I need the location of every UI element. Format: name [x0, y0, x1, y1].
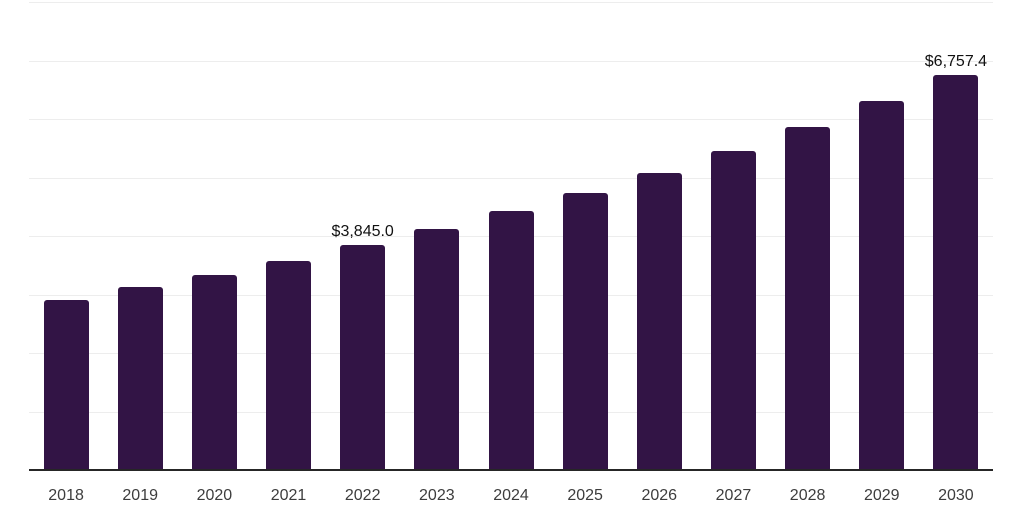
data-label-2022: $3,845.0	[331, 223, 394, 241]
x-tick-2030: 2030	[938, 487, 974, 504]
bar-2028	[785, 126, 831, 470]
x-tick-2018: 2018	[48, 487, 84, 504]
bar-2021	[266, 260, 312, 470]
bar-2029	[859, 101, 905, 470]
x-tick-2029: 2029	[863, 487, 900, 504]
bar-2026	[636, 173, 682, 470]
gridline-5000	[29, 177, 993, 179]
gridline-6000	[29, 119, 993, 120]
x-tick-2020: 2020	[196, 487, 233, 504]
x-tick-2028: 2028	[789, 487, 826, 504]
x-tick-2019: 2019	[122, 487, 158, 504]
x-tick-2025: 2025	[567, 487, 603, 504]
bar-2020	[191, 274, 237, 470]
x-tick-2027: 2027	[715, 487, 752, 504]
x-tick-2023: 2023	[419, 487, 455, 504]
bar-2024	[488, 210, 534, 470]
bar-2027	[710, 151, 756, 470]
x-tick-2021: 2021	[270, 487, 307, 504]
bar-2022	[340, 245, 386, 470]
bar-2018	[43, 299, 89, 470]
bar-2023	[414, 228, 460, 470]
bar-2019	[117, 287, 163, 470]
bar-2025	[562, 193, 608, 470]
x-tick-2022: 2022	[344, 487, 381, 504]
data-label-2030: $6,757.4	[924, 52, 988, 70]
x-axis-line	[29, 469, 993, 471]
x-tick-2026: 2026	[641, 487, 678, 504]
gridline-7000	[29, 60, 993, 62]
gridline-8000	[29, 2, 993, 3]
bar-2030	[933, 74, 979, 470]
x-tick-2024: 2024	[493, 487, 529, 504]
